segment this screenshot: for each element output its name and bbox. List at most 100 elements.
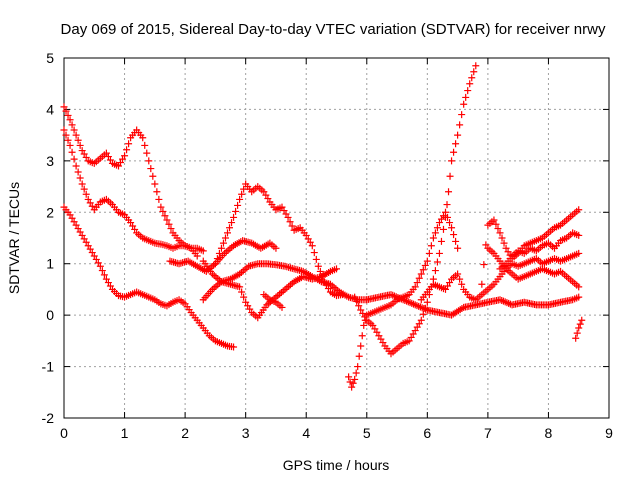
data-point <box>411 283 419 291</box>
series-satellite-track-11 <box>363 291 583 319</box>
y-tick-label: 1 <box>46 256 54 272</box>
data-point <box>288 222 296 230</box>
data-point <box>431 267 439 275</box>
data-point <box>422 305 430 313</box>
data-point <box>228 219 236 227</box>
x-axis-label: GPS time / hours <box>283 457 390 473</box>
data-point <box>446 219 454 227</box>
data-point <box>274 292 282 300</box>
data-point <box>76 141 84 149</box>
data-point <box>333 265 340 273</box>
data-point <box>139 134 147 142</box>
data-point <box>576 320 584 328</box>
data-point <box>348 383 356 391</box>
data-point <box>420 305 428 313</box>
data-point <box>70 126 78 134</box>
data-point <box>496 229 504 237</box>
data-point <box>66 141 74 149</box>
data-point <box>236 283 244 291</box>
data-point <box>149 172 157 180</box>
y-axis-label: SDTVAR / TECUs <box>6 182 22 294</box>
data-point <box>78 180 86 188</box>
series-satellite-track-8 <box>260 291 286 311</box>
x-tick-label: 9 <box>605 425 613 441</box>
series-satellite-track-4 <box>166 237 280 275</box>
data-point <box>346 378 354 386</box>
series-satellite-track-1 <box>60 203 238 351</box>
data-point <box>454 270 462 278</box>
data-point <box>418 304 426 312</box>
data-point <box>406 299 414 307</box>
data-point <box>501 298 509 306</box>
data-point <box>316 267 324 275</box>
data-point <box>498 234 506 242</box>
data-point <box>433 258 441 266</box>
data-point <box>503 299 511 307</box>
data-point <box>224 229 231 237</box>
data-point <box>409 300 417 308</box>
data-point <box>458 111 466 119</box>
data-point <box>408 299 416 307</box>
data-point <box>399 296 407 304</box>
data-point <box>286 281 294 289</box>
series-satellite-track-6 <box>199 260 371 304</box>
data-point <box>153 188 161 196</box>
data-point <box>480 261 488 269</box>
data-point <box>397 295 405 303</box>
data-point <box>415 274 423 282</box>
data-point <box>98 267 106 275</box>
data-point <box>448 224 456 232</box>
data-point <box>429 234 437 242</box>
data-point <box>419 266 427 274</box>
data-point <box>278 303 286 311</box>
x-tick-label: 7 <box>484 425 492 441</box>
data-point <box>279 287 287 295</box>
data-point <box>396 294 404 302</box>
x-tick-label: 8 <box>545 425 553 441</box>
y-tick-label: 0 <box>46 307 54 323</box>
data-point <box>222 248 230 256</box>
data-point <box>498 296 506 304</box>
x-tick-label: 6 <box>423 425 431 441</box>
data-point <box>456 275 464 283</box>
x-tick-label: 0 <box>60 425 68 441</box>
data-point <box>454 131 462 139</box>
data-point <box>96 262 104 270</box>
data-point <box>74 168 82 176</box>
data-point <box>411 301 419 309</box>
data-point <box>472 62 480 70</box>
y-tick-label: 2 <box>46 204 54 220</box>
data-point <box>165 220 173 228</box>
data-point <box>403 297 411 305</box>
data-point <box>332 285 340 293</box>
data-point <box>421 261 429 269</box>
data-point <box>431 229 439 237</box>
data-point <box>439 225 447 233</box>
data-point <box>454 244 462 252</box>
data-point <box>339 291 347 299</box>
data-point <box>60 126 68 134</box>
data-point <box>470 68 478 76</box>
chart-title: Day 069 of 2015, Sidereal Day-to-day VTE… <box>61 21 606 38</box>
data-point <box>573 329 581 337</box>
data-point <box>74 136 82 144</box>
data-point <box>318 273 326 281</box>
data-point <box>226 224 234 232</box>
data-point <box>413 279 421 287</box>
data-point <box>212 273 220 281</box>
series-satellite-track-15 <box>496 229 583 273</box>
data-point <box>238 288 246 296</box>
data-point <box>575 249 583 257</box>
data-point <box>460 100 468 108</box>
data-point <box>157 203 165 211</box>
data-marks <box>60 62 586 391</box>
data-point <box>62 131 70 139</box>
data-point <box>230 213 238 221</box>
data-point <box>355 302 363 310</box>
data-point <box>387 291 395 299</box>
data-point <box>390 292 398 300</box>
data-point <box>357 342 365 350</box>
data-point <box>394 294 402 302</box>
data-point <box>389 291 397 299</box>
